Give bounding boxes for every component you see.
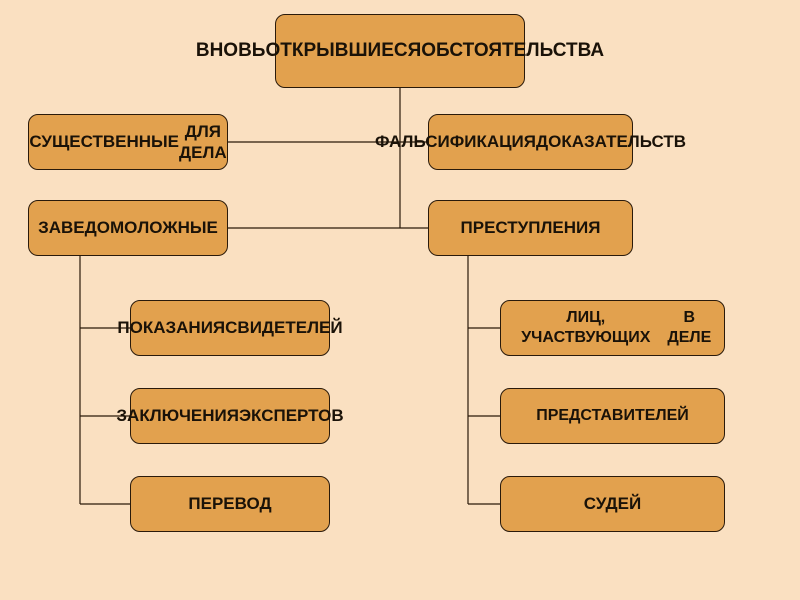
node-false: ЗАВЕДОМОЛОЖНЫЕ bbox=[28, 200, 228, 256]
node-translate: ПЕРЕВОД bbox=[130, 476, 330, 532]
node-root: ВНОВЬОТКРЫВШИЕСЯОБСТОЯТЕЛЬСТВА bbox=[275, 14, 525, 88]
node-reps: ПРЕДСТАВИТЕЛЕЙ bbox=[500, 388, 725, 444]
node-judges: СУДЕЙ bbox=[500, 476, 725, 532]
node-persons: ЛИЦ, УЧАСТВУЮЩИХВ ДЕЛЕ bbox=[500, 300, 725, 356]
node-falsif: ФАЛЬСИФИКАЦИЯДОКАЗАТЕЛЬСТВ bbox=[428, 114, 633, 170]
node-expert: ЗАКЛЮЧЕНИЯЭКСПЕРТОВ bbox=[130, 388, 330, 444]
node-crimes: ПРЕСТУПЛЕНИЯ bbox=[428, 200, 633, 256]
node-witness: ПОКАЗАНИЯСВИДЕТЕЛЕЙ bbox=[130, 300, 330, 356]
node-essential: СУЩЕСТВЕННЫЕДЛЯ ДЕЛА bbox=[28, 114, 228, 170]
